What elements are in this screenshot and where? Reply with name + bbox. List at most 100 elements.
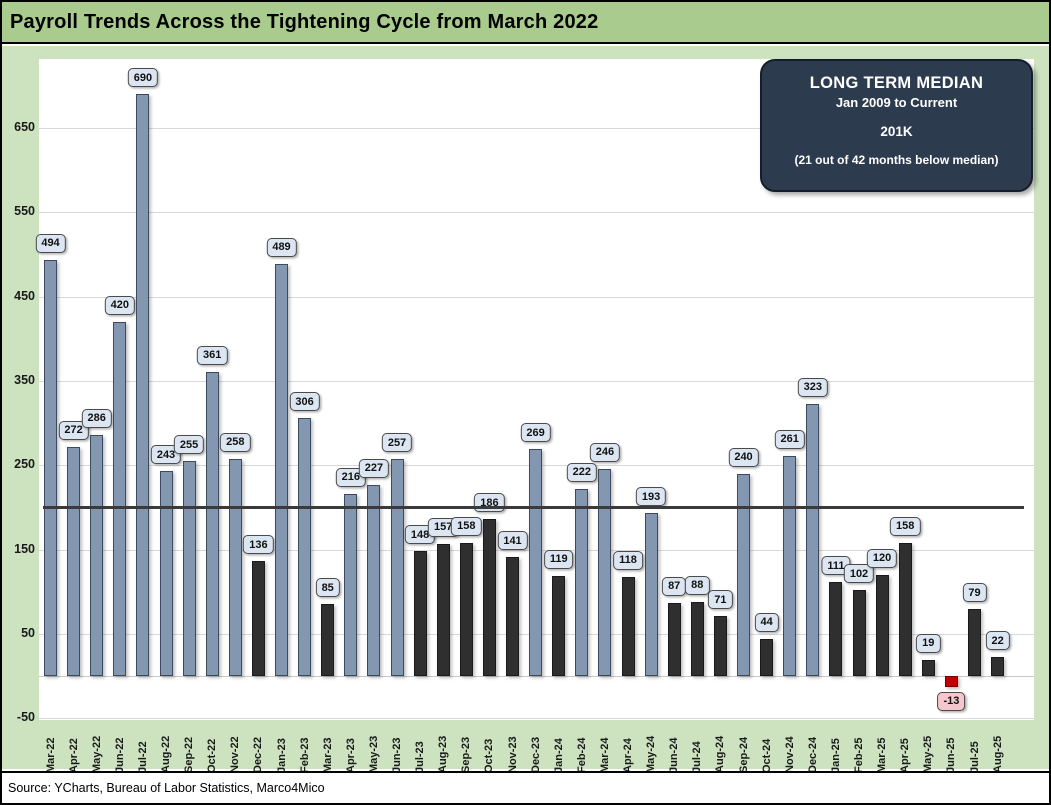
x-tick-label: Jan-24 — [552, 738, 565, 773]
x-tick-label: Aug-24 — [714, 735, 727, 773]
bar-Mar-22 — [44, 259, 57, 676]
bar-May-22 — [90, 434, 104, 676]
x-tick-label: Apr-24 — [622, 738, 634, 773]
y-tick-label: -50 — [16, 710, 35, 725]
bar-Mar-23 — [321, 604, 335, 676]
bar-Oct-22 — [205, 371, 219, 676]
bar-Feb-25 — [852, 590, 866, 676]
bar-Aug-23 — [436, 543, 450, 676]
median-legend-box: LONG TERM MEDIAN Jan 2009 to Current 201… — [760, 59, 1033, 192]
x-tick-label: Jan-25 — [829, 738, 842, 773]
x-tick-label: Jun-25 — [945, 737, 958, 773]
bar-Mar-25 — [875, 574, 889, 676]
gridline-650 — [39, 128, 1034, 130]
bar-Jun-23 — [390, 459, 404, 676]
bar-value-label: 361 — [197, 345, 228, 365]
bar-value-label: -13 — [937, 691, 966, 711]
x-tick-label: Jun-24 — [668, 737, 681, 773]
gridline-450 — [39, 296, 1034, 298]
y-tick-label: 650 — [14, 120, 35, 135]
zero-axis-line — [39, 676, 1034, 677]
bar-value-label: 255 — [173, 435, 205, 455]
x-tick-label: Jul-23 — [414, 741, 427, 773]
chart-region: 650 550 450 350 250 150 50 -50 494 272 286 420 690 2… — [2, 46, 1049, 773]
x-tick-label: Nov-24 — [783, 736, 796, 773]
x-tick-label: Sep-24 — [737, 736, 750, 773]
x-tick-label: Jan-23 — [275, 738, 288, 773]
source-text: Source: YCharts, Bureau of Labor Statist… — [8, 781, 325, 795]
x-tick-label: Sep-23 — [460, 736, 473, 773]
bar-Feb-24 — [575, 488, 589, 676]
bar-Oct-23 — [482, 519, 496, 676]
chart-title-bar: Payroll Trends Across the Tightening Cyc… — [2, 2, 1049, 44]
bar-May-25 — [921, 659, 935, 676]
bar-value-label: 261 — [774, 429, 805, 449]
bar-value-label: 119 — [543, 549, 574, 569]
bar-value-label: 136 — [243, 535, 274, 555]
y-tick-label: 350 — [14, 372, 35, 387]
bar-Jul-23 — [413, 551, 427, 676]
bar-Apr-24 — [621, 576, 635, 676]
bar-value-label: 111 — [821, 556, 851, 576]
bar-value-label: 19 — [916, 633, 941, 653]
bar-Apr-25 — [898, 542, 912, 676]
plot-area: 494 272 286 420 690 243 255 361 258 136 489 306 85 21… — [35, 59, 1034, 720]
bar-value-label: 489 — [266, 237, 297, 257]
gridline-350 — [39, 380, 1034, 382]
x-tick-label: Jun-22 — [113, 737, 126, 773]
bar-value-label: 186 — [474, 493, 505, 513]
bar-Jul-22 — [136, 94, 150, 676]
x-tick-label: Mar-22 — [44, 737, 57, 773]
bar-Dec-24 — [806, 403, 820, 676]
bar-value-label: 272 — [58, 420, 89, 440]
bar-Jun-24 — [667, 602, 681, 676]
x-tick-label: Sep-22 — [183, 736, 196, 773]
bar-value-label: 193 — [635, 487, 667, 507]
bar-Aug-22 — [159, 471, 173, 676]
x-tick-label: Jul-25 — [968, 741, 981, 773]
x-tick-label: May-22 — [90, 735, 103, 773]
bar-Mar-24 — [598, 468, 612, 676]
y-tick-label: 150 — [14, 541, 35, 556]
bar-value-label: 118 — [613, 550, 643, 570]
x-tick-label: Oct-24 — [760, 738, 773, 773]
bar-value-label: 88 — [685, 575, 710, 595]
x-tick-label: Apr-23 — [344, 738, 357, 773]
x-tick-label: Dec-23 — [529, 736, 542, 773]
bar-value-label: 71 — [708, 590, 733, 610]
x-tick-label: Dec-22 — [252, 736, 265, 773]
bar-value-label: 87 — [662, 576, 687, 596]
bar-Aug-24 — [713, 616, 727, 676]
x-tick-label: Dec-24 — [806, 736, 819, 773]
legend-title: LONG TERM MEDIAN — [809, 74, 984, 92]
legend-subtitle: Jan 2009 to Current — [835, 95, 958, 110]
x-tick-label: May-25 — [922, 735, 935, 773]
gridline--50 — [39, 718, 1034, 720]
y-tick-label: 550 — [14, 204, 35, 219]
bar-Jun-25 — [944, 676, 958, 687]
source-bar: Source: YCharts, Bureau of Labor Statist… — [2, 771, 1049, 803]
bar-value-label: 690 — [127, 68, 159, 88]
x-tick-label: Apr-22 — [67, 738, 80, 773]
x-tick-label: Aug-23 — [437, 735, 450, 773]
bar-Jan-24 — [552, 575, 566, 676]
x-tick-label: Mar-25 — [876, 737, 889, 773]
bar-value-label: 420 — [104, 295, 135, 315]
x-tick-label: May-24 — [645, 735, 658, 773]
x-tick-label: Feb-25 — [853, 737, 865, 773]
legend-footnote: (21 out of 42 months below median) — [794, 153, 999, 167]
x-tick-label: Feb-24 — [575, 737, 588, 773]
bar-Apr-23 — [344, 493, 358, 676]
bar-value-label: 257 — [381, 433, 413, 453]
bar-value-label: 157 — [428, 517, 459, 537]
legend-median-value: 201K — [880, 124, 913, 139]
y-tick-label: 450 — [14, 288, 35, 303]
bar-value-label: 85 — [315, 578, 340, 598]
bar-value-label: 79 — [962, 583, 987, 603]
bar-Oct-24 — [760, 638, 774, 676]
bar-value-label: 22 — [985, 631, 1010, 651]
x-tick-label: Nov-22 — [229, 736, 242, 773]
x-tick-label: May-23 — [367, 735, 380, 773]
y-tick-label: 50 — [21, 625, 35, 640]
